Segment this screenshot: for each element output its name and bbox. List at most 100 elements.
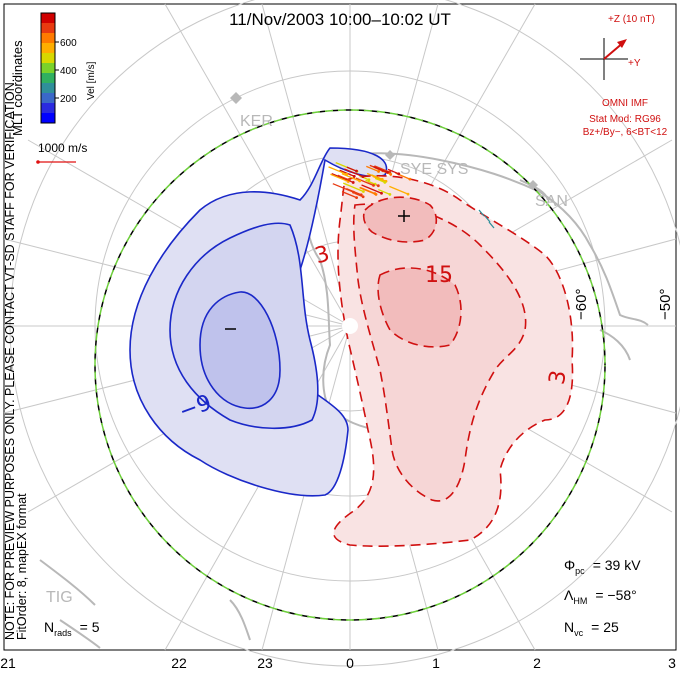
latitude-label-50: −50°: [657, 289, 674, 320]
stats-block: Φpc = 39 kV ΛHM = −58° Nvc = 25 Nrads = 5: [44, 557, 641, 638]
colorbar-band: [41, 13, 55, 24]
velocity-vector: [355, 177, 374, 187]
mlt-tick-22: 22: [171, 655, 187, 671]
contour-label-pos3b: 3: [545, 368, 572, 386]
colorbar-band: [41, 23, 55, 34]
pole-marker: [342, 318, 358, 334]
station-label-san: SAN: [535, 193, 568, 210]
imf-indicator: +Z (10 nT) +Y OMNI IMF Stat Mod: RG96 Bz…: [580, 14, 668, 138]
velocity-vector: [359, 175, 370, 181]
velocity-vector: [373, 166, 388, 174]
velocity-vector-origin: [374, 193, 378, 196]
velocity-scale: 1000 m/s: [36, 141, 87, 164]
positive-potential-cell: [333, 175, 574, 547]
velocity-vector: [374, 177, 386, 183]
plot-title: 11/Nov/2003 10:00–10:02 UT: [229, 10, 451, 29]
velocity-vector: [354, 192, 364, 198]
colorbar-band: [41, 103, 55, 114]
colorbar-band: [41, 83, 55, 94]
contour-label-pos3a: 3: [312, 242, 332, 270]
colorbar-band: [41, 33, 55, 44]
n-vc-stat: Nvc = 25: [564, 619, 619, 638]
velocity-vector: [344, 168, 364, 178]
fit-order-note: FitOrder: 8, mapEX format: [15, 493, 29, 640]
velocity-vector-origin: [347, 178, 351, 182]
velocity-vector: [484, 215, 491, 223]
colorbar-band: [41, 93, 55, 104]
velocity-vectors: [328, 162, 495, 229]
colorbar-tick-600: 600: [60, 38, 77, 49]
velocity-vector-origin: [406, 192, 410, 196]
contour-label-pos15: 15: [425, 263, 453, 288]
latitude-label-60: −60°: [573, 289, 590, 320]
mlt-tick-2: 2: [533, 655, 541, 671]
velocity-vector: [488, 221, 495, 229]
mlt-tick-21: 21: [0, 655, 16, 671]
station-icons: [230, 92, 538, 190]
velocity-vector-origin: [372, 184, 375, 187]
velocity-vector-origin: [388, 170, 392, 174]
velocity-vector: [337, 174, 350, 181]
velocity-vector-origin: [358, 179, 362, 183]
velocity-vector: [341, 191, 357, 199]
negative-potential-cell: [129, 147, 388, 497]
velocity-vector-origin: [383, 180, 387, 184]
colorbar-tick-200: 200: [60, 94, 77, 105]
colorbar-tick-400: 400: [60, 66, 77, 77]
phi-pc-stat: Φpc = 39 kV: [564, 557, 641, 576]
velocity-vector-origin: [345, 172, 349, 176]
velocity-vector: [346, 166, 357, 172]
mlt-tick-23: 23: [257, 655, 273, 671]
colorbar-title: Vel [m/s]: [86, 61, 97, 100]
velocity-vector: [387, 168, 400, 175]
velocity-colorbar: 600 400 200 Vel [m/s]: [40, 12, 97, 124]
velocity-vector-origin: [355, 196, 358, 199]
velocity-vector-origin: [388, 192, 392, 196]
n-rads-stat: Nrads = 5: [44, 619, 100, 638]
velocity-vector-origin: [397, 172, 401, 176]
velocity-vector-origin: [352, 174, 356, 178]
imf-y-label: +Y: [628, 58, 641, 69]
velocity-vector: [332, 183, 354, 193]
velocity-vector: [361, 184, 382, 194]
velocity-vector-origin: [355, 169, 358, 173]
mlt-axis: 21 22 23 0 1 2 3: [0, 655, 676, 671]
velocity-vector: [366, 165, 379, 173]
station-san-icon: [528, 180, 538, 190]
velocity-vector-origin: [386, 171, 389, 174]
velocity-vector: [359, 187, 377, 196]
velocity-vector: [330, 173, 349, 183]
velocity-vector: [378, 188, 391, 195]
velocity-vector-origin: [376, 184, 380, 188]
station-sye-icon: [385, 150, 395, 160]
colorbar-band: [41, 63, 55, 74]
heppner-maynard-boundary-green: [94, 109, 606, 621]
station-label-ker: KER: [240, 113, 273, 130]
lambda-hm-stat: ΛHM = −58°: [564, 587, 637, 606]
imf-source: OMNI IMF: [602, 98, 648, 109]
colorbar-band: [41, 43, 55, 54]
velocity-vector-origin: [361, 190, 365, 193]
coordinates-label: MLT coordinates: [10, 40, 25, 136]
velocity-vector: [341, 173, 360, 182]
velocity-vector-origin: [361, 195, 365, 199]
mlt-tick-3: 3: [668, 655, 676, 671]
potential-maximum-marker: [398, 210, 410, 222]
colorbar-band: [41, 113, 55, 124]
mlt-tick-0: 0: [346, 655, 354, 671]
velocity-vector: [365, 179, 376, 185]
stat-mod: Stat Mod: RG96: [589, 114, 661, 125]
station-label-tig: TIG: [46, 589, 73, 606]
velocity-vector-origin: [389, 173, 393, 176]
colorbar-band: [41, 73, 55, 84]
plot-frame: [3, 3, 677, 651]
velocity-vector: [478, 209, 485, 217]
velocity-vector-origin: [380, 191, 383, 195]
station-ker-icon: [230, 92, 242, 104]
velocity-vector-origin: [351, 181, 355, 184]
velocity-vector-origin: [408, 177, 412, 181]
imf-z-label: +Z (10 nT): [608, 14, 655, 25]
velocity-vector-origin: [367, 178, 371, 182]
station-label-sye-sys: SYE SYS: [400, 161, 468, 178]
